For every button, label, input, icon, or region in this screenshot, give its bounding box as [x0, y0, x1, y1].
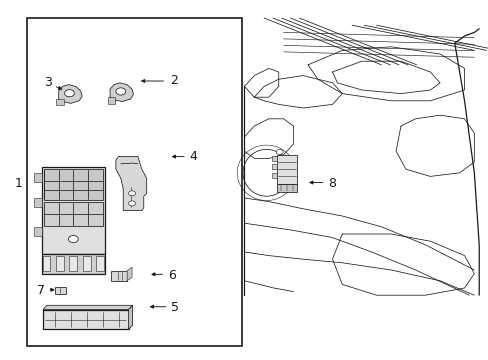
- Polygon shape: [272, 164, 277, 169]
- Polygon shape: [44, 202, 102, 226]
- Circle shape: [68, 235, 78, 243]
- Polygon shape: [69, 256, 77, 271]
- Polygon shape: [56, 256, 63, 271]
- Polygon shape: [55, 287, 65, 294]
- Polygon shape: [107, 97, 115, 104]
- Text: 2: 2: [169, 75, 177, 87]
- Polygon shape: [34, 198, 41, 207]
- Polygon shape: [96, 256, 104, 271]
- Polygon shape: [41, 167, 105, 254]
- Bar: [27, 18, 242, 346]
- Polygon shape: [44, 169, 102, 200]
- Polygon shape: [56, 99, 63, 105]
- Text: 6: 6: [168, 269, 176, 282]
- Text: 7: 7: [37, 284, 44, 297]
- Polygon shape: [42, 256, 50, 271]
- Polygon shape: [277, 184, 296, 192]
- Polygon shape: [43, 305, 132, 310]
- Polygon shape: [110, 83, 133, 102]
- Circle shape: [64, 90, 74, 97]
- Polygon shape: [272, 156, 277, 161]
- Polygon shape: [43, 310, 128, 329]
- Circle shape: [128, 201, 135, 206]
- Text: 1: 1: [15, 177, 22, 190]
- Polygon shape: [34, 227, 41, 236]
- Polygon shape: [128, 305, 132, 329]
- Circle shape: [128, 191, 135, 196]
- Polygon shape: [127, 267, 132, 281]
- Polygon shape: [111, 271, 127, 281]
- Text: 4: 4: [189, 150, 197, 163]
- Circle shape: [116, 88, 125, 95]
- Text: 5: 5: [171, 301, 179, 314]
- Text: 8: 8: [328, 177, 336, 190]
- Polygon shape: [41, 254, 105, 274]
- Polygon shape: [272, 173, 277, 178]
- Polygon shape: [277, 155, 296, 184]
- Polygon shape: [59, 85, 82, 103]
- Polygon shape: [34, 173, 41, 182]
- Polygon shape: [116, 157, 146, 211]
- Polygon shape: [83, 256, 91, 271]
- Text: 3: 3: [44, 76, 52, 89]
- Circle shape: [276, 149, 283, 154]
